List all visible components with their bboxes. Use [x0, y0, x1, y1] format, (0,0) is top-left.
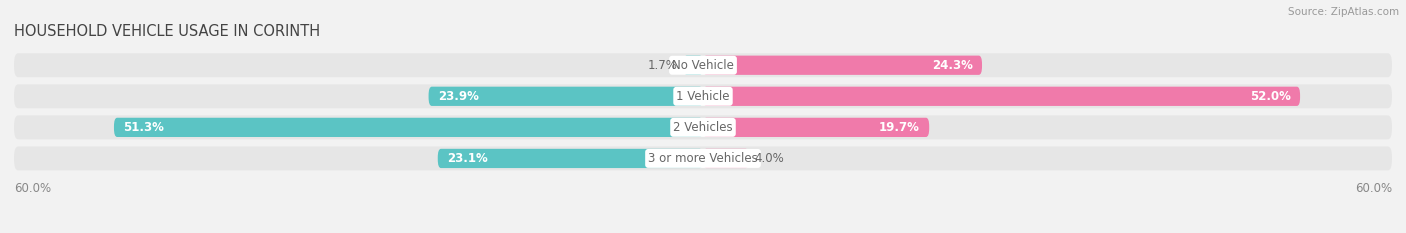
- Text: 2 Vehicles: 2 Vehicles: [673, 121, 733, 134]
- FancyBboxPatch shape: [429, 87, 703, 106]
- FancyBboxPatch shape: [703, 118, 929, 137]
- Text: 1 Vehicle: 1 Vehicle: [676, 90, 730, 103]
- FancyBboxPatch shape: [14, 147, 1392, 170]
- Text: 1.7%: 1.7%: [648, 59, 678, 72]
- Text: 3 or more Vehicles: 3 or more Vehicles: [648, 152, 758, 165]
- Text: 4.0%: 4.0%: [755, 152, 785, 165]
- Text: 60.0%: 60.0%: [1355, 182, 1392, 195]
- FancyBboxPatch shape: [703, 149, 749, 168]
- Text: 51.3%: 51.3%: [124, 121, 165, 134]
- FancyBboxPatch shape: [114, 118, 703, 137]
- FancyBboxPatch shape: [703, 56, 981, 75]
- Text: 19.7%: 19.7%: [879, 121, 920, 134]
- Text: 52.0%: 52.0%: [1250, 90, 1291, 103]
- FancyBboxPatch shape: [14, 115, 1392, 139]
- FancyBboxPatch shape: [703, 87, 1301, 106]
- FancyBboxPatch shape: [14, 84, 1392, 108]
- Text: Source: ZipAtlas.com: Source: ZipAtlas.com: [1288, 7, 1399, 17]
- Text: 60.0%: 60.0%: [14, 182, 51, 195]
- Text: 24.3%: 24.3%: [932, 59, 973, 72]
- Text: HOUSEHOLD VEHICLE USAGE IN CORINTH: HOUSEHOLD VEHICLE USAGE IN CORINTH: [14, 24, 321, 39]
- FancyBboxPatch shape: [683, 56, 703, 75]
- Text: No Vehicle: No Vehicle: [672, 59, 734, 72]
- Text: 23.1%: 23.1%: [447, 152, 488, 165]
- Text: 23.9%: 23.9%: [437, 90, 478, 103]
- FancyBboxPatch shape: [14, 53, 1392, 77]
- FancyBboxPatch shape: [437, 149, 703, 168]
